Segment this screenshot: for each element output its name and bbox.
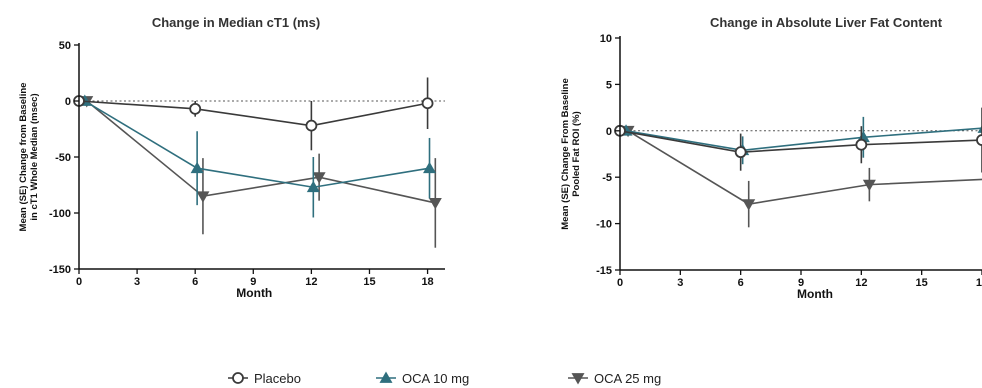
y-tick-label: -150 (49, 264, 71, 276)
series-oca10 (78, 94, 437, 218)
y-axis-label: Mean (SE) Change From BaselinePooled Fat… (560, 78, 582, 230)
data-point-oca25 (428, 198, 442, 210)
x-tick-label: 0 (617, 277, 623, 289)
data-point-oca10 (977, 125, 982, 133)
series-line-placebo (619, 130, 982, 153)
data-point-oca25 (312, 172, 326, 184)
x-tick-label: 3 (134, 276, 140, 288)
y-tick-label: 50 (59, 40, 71, 52)
y-axis-label-line: Pooled Fat ROI (%) (571, 111, 582, 197)
legend-label-placebo: Placebo (254, 371, 301, 386)
legend-item-oca10: OCA 10 mg (376, 371, 469, 386)
data-point-oca25 (742, 199, 756, 211)
legend-label-oca10: OCA 10 mg (402, 371, 469, 386)
data-point-oca25 (196, 191, 210, 203)
legend: Placebo OCA 10 mg OCA 25 mg (228, 371, 661, 386)
legend-item-placebo: Placebo (228, 371, 301, 386)
legend-label-oca25: OCA 25 mg (594, 371, 661, 386)
data-point-placebo (734, 146, 747, 159)
x-tick-label: 6 (192, 276, 198, 288)
y-tick-label: 0 (65, 96, 71, 108)
x-axis-label: Month (797, 287, 833, 301)
chart-panel-2: Change in Absolute Liver Fat Content 10 5 0… (560, 15, 982, 301)
data-point-oca25 (862, 179, 876, 192)
y-tick-label: -50 (55, 152, 71, 164)
y-axis-label-line: in cT1 Whole Median (msec) (29, 93, 40, 220)
x-tick-label: 9 (798, 277, 804, 289)
y-axis-label-line: Mean (SE) Change from Baseline (18, 83, 29, 232)
data-point-placebo (976, 134, 982, 146)
series-line-oca25 (86, 100, 436, 204)
x-tick-label: 0 (76, 276, 82, 288)
legend-marker-oca10 (379, 371, 393, 383)
data-point-oca10 (306, 180, 320, 193)
series-line-placebo (78, 100, 428, 127)
y-tick-label: -10 (596, 219, 612, 231)
y-tick-label: 5 (606, 79, 612, 91)
legend-marker-placebo (232, 372, 244, 384)
data-point-placebo (305, 119, 318, 132)
legend-marker-oca25 (571, 373, 585, 385)
x-axis-label: Month (236, 286, 272, 300)
y-axis-label-line: Mean (SE) Change From Baseline (560, 78, 571, 230)
y-tick-label: 0 (606, 126, 612, 138)
plot-area (614, 107, 982, 228)
series-line-oca10 (84, 100, 430, 189)
x-tick-label: 9 (250, 276, 256, 288)
x-tick-label: 12 (305, 276, 317, 288)
series-line-oca10 (625, 127, 982, 152)
y-tick-label: 10 (600, 33, 612, 45)
data-point-placebo (189, 102, 202, 115)
series-line-oca25 (627, 130, 982, 205)
y-tick-label: -15 (596, 265, 612, 277)
chart-title: Change in Absolute Liver Fat Content (710, 15, 943, 30)
chart-panel-1: Change in Median cT1 (ms) 50 0 -50 -100 -150 0… (18, 15, 445, 300)
plot-area (73, 77, 445, 248)
data-point-placebo (855, 138, 868, 151)
x-tick-label: 15 (363, 276, 375, 288)
y-axis-label: Mean (SE) Change from Baselinein cT1 Who… (18, 83, 40, 232)
x-tick-label: 3 (677, 277, 683, 289)
series-placebo (614, 107, 982, 173)
x-tick-label: 15 (916, 277, 928, 289)
legend-item-oca25: OCA 25 mg (568, 371, 661, 386)
data-point-oca10 (190, 161, 204, 174)
y-tick-label: -100 (49, 208, 71, 220)
x-tick-label: 12 (855, 277, 867, 289)
chart-title: Change in Median cT1 (ms) (152, 15, 320, 30)
y-tick-label: -5 (602, 172, 612, 184)
data-point-placebo (421, 97, 434, 110)
series-placebo (73, 77, 434, 151)
x-tick-label: 18 (976, 277, 982, 289)
x-tick-label: 6 (738, 277, 744, 289)
x-tick-label: 18 (421, 276, 433, 288)
data-point-oca10 (423, 161, 437, 174)
